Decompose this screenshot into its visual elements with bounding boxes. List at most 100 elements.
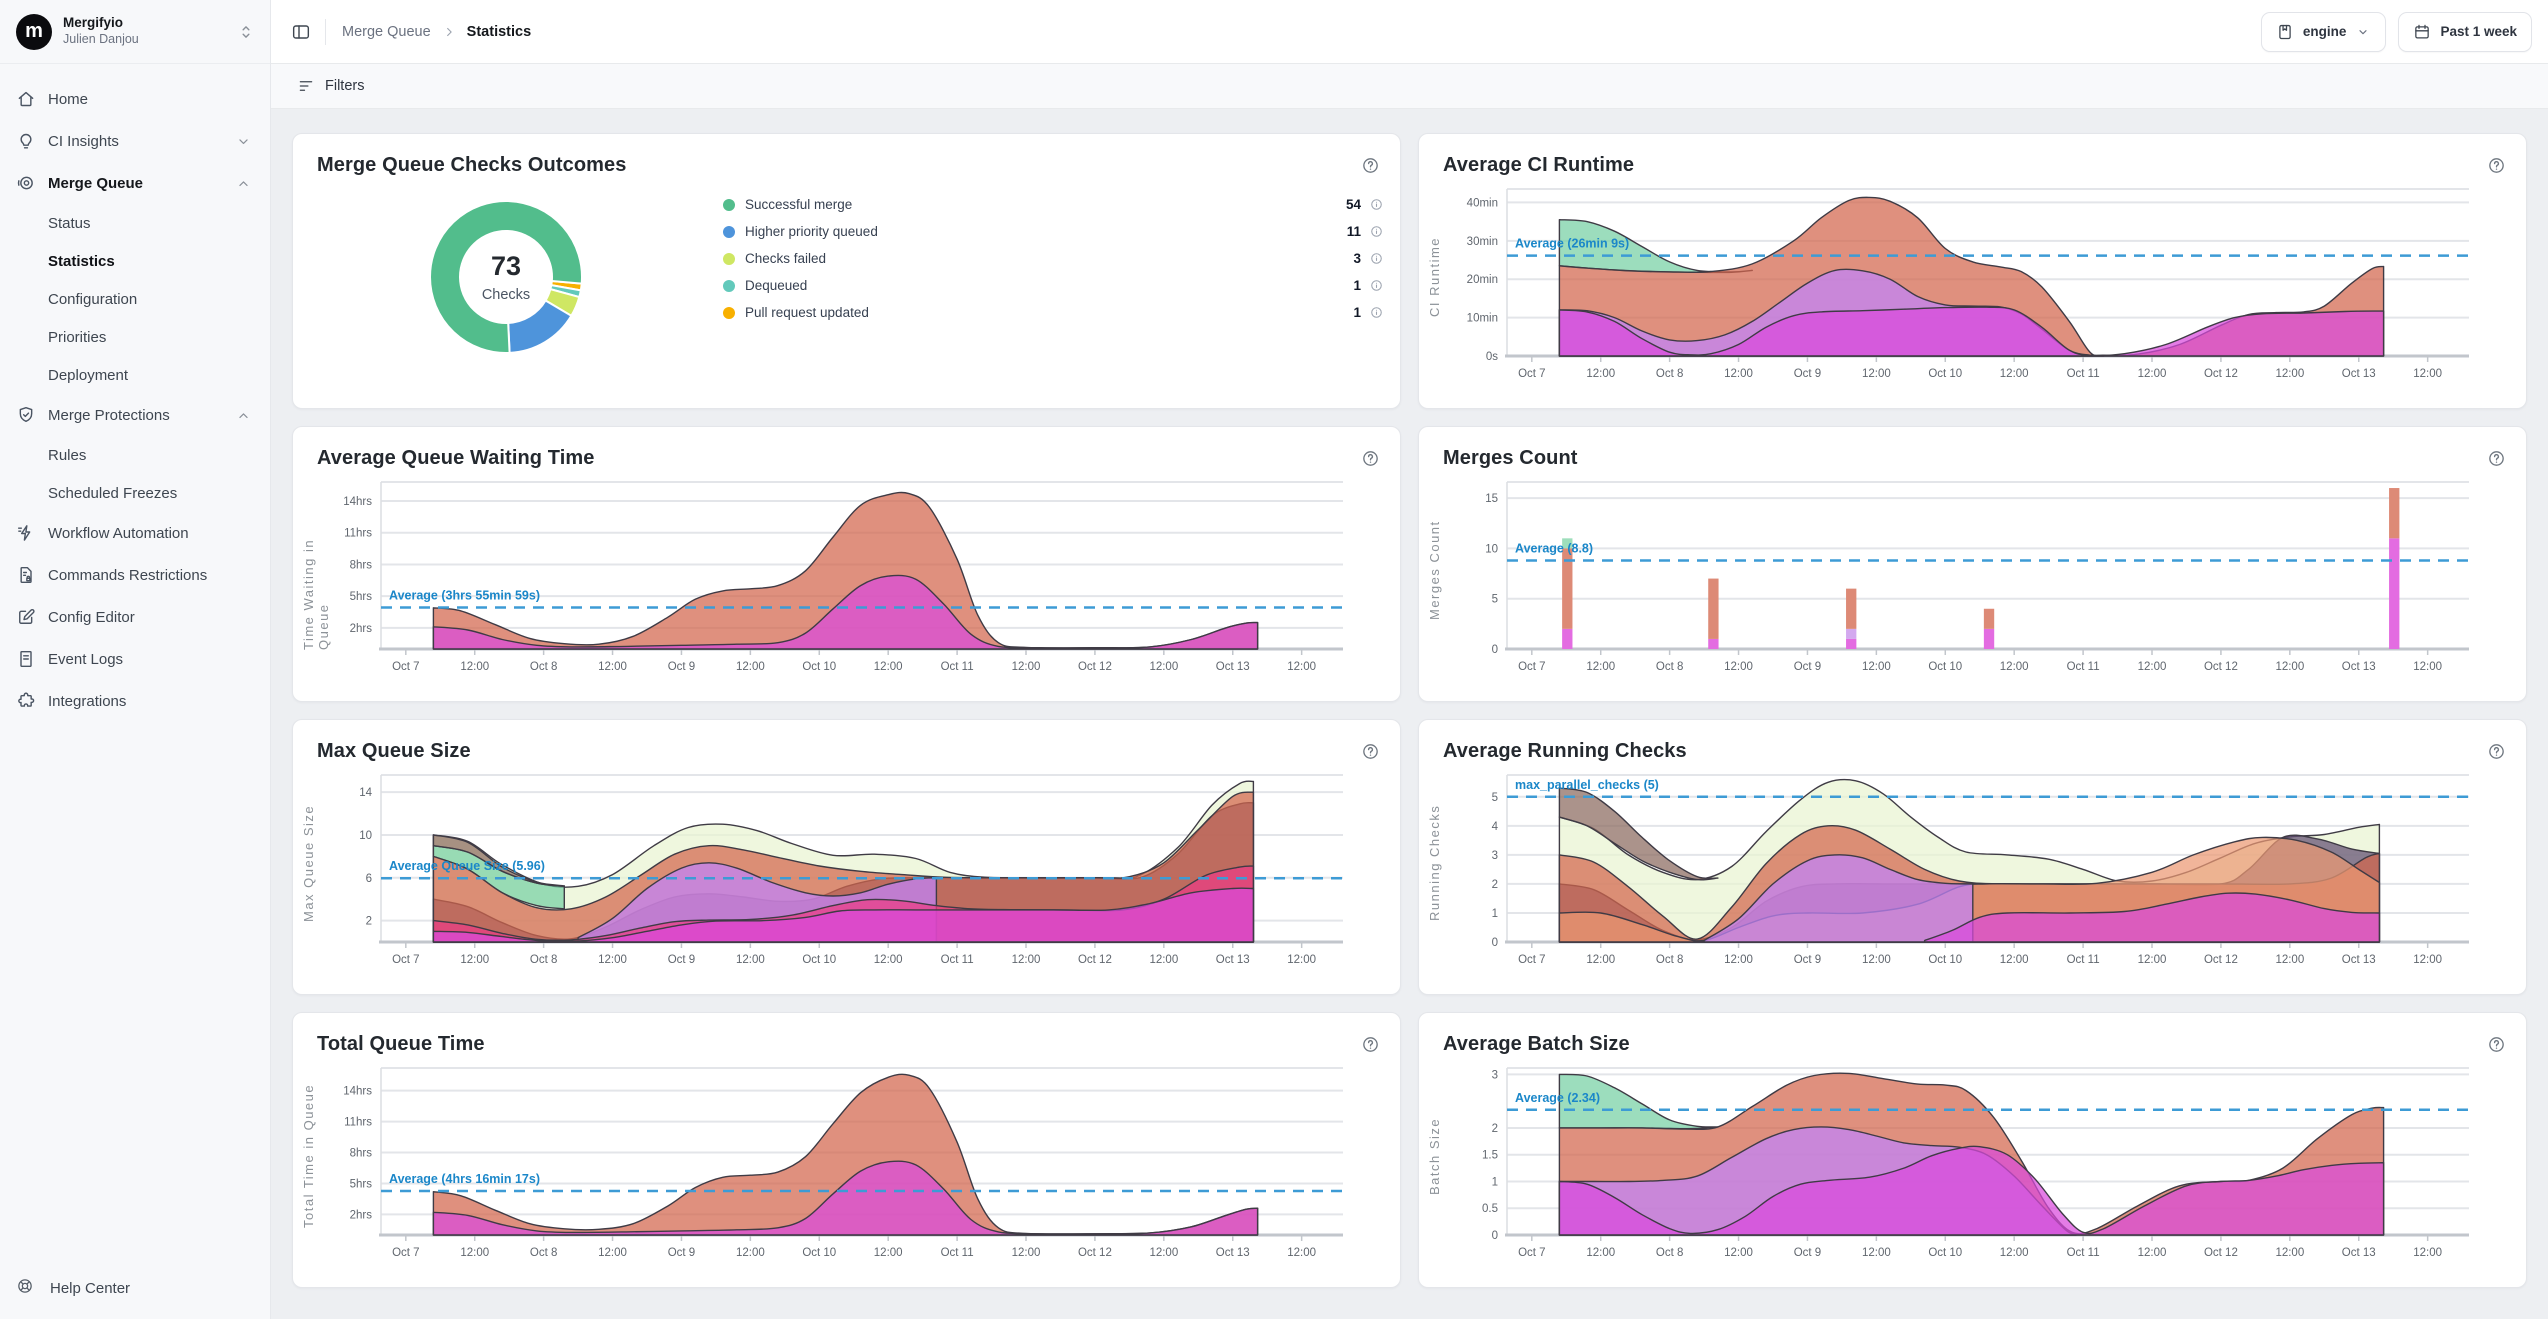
puzzle-icon — [16, 691, 36, 711]
question-icon[interactable] — [2487, 156, 2506, 175]
sidebar-item-rules[interactable]: Rules — [8, 436, 262, 474]
svg-text:20min: 20min — [1467, 274, 1498, 286]
legend-value: 3 — [1353, 251, 1361, 266]
sidebar-item-ci-insights[interactable]: CI Insights — [8, 120, 262, 162]
svg-text:Oct 7: Oct 7 — [392, 661, 419, 673]
sidebar-item-deployment[interactable]: Deployment — [8, 356, 262, 394]
svg-text:max_parallel_checks (5): max_parallel_checks (5) — [1515, 778, 1659, 792]
svg-text:12:00: 12:00 — [1012, 661, 1041, 673]
svg-text:Oct 13: Oct 13 — [1216, 954, 1250, 966]
sidebar-item-workflow-automation[interactable]: Workflow Automation — [8, 512, 262, 554]
svg-text:12:00: 12:00 — [2275, 368, 2304, 380]
svg-text:Oct 12: Oct 12 — [2204, 368, 2238, 380]
breadcrumb-section[interactable]: Merge Queue — [342, 24, 431, 40]
question-icon[interactable] — [1361, 156, 1380, 175]
svg-text:12:00: 12:00 — [1149, 1247, 1178, 1259]
svg-text:12:00: 12:00 — [874, 954, 903, 966]
svg-text:Oct 11: Oct 11 — [941, 954, 974, 966]
filters-button[interactable]: Filters — [325, 78, 364, 94]
legend-row-higher-priority-queued: Higher priority queued11 — [723, 218, 1384, 245]
info-icon[interactable] — [1369, 278, 1384, 293]
sidebar-item-label: Deployment — [48, 367, 252, 384]
info-icon[interactable] — [1369, 224, 1384, 239]
legend-label: Higher priority queued — [745, 224, 1347, 239]
svg-text:12:00: 12:00 — [2138, 368, 2167, 380]
svg-text:Oct 12: Oct 12 — [2204, 954, 2238, 966]
batch-size-chart: 00.511.523Oct 712:00Oct 812:00Oct 912:00… — [1437, 1058, 2477, 1263]
sidebar-item-config-editor[interactable]: Config Editor — [8, 596, 262, 638]
sidebar-item-merge-queue[interactable]: Merge Queue — [8, 162, 262, 204]
svg-text:10: 10 — [359, 830, 372, 842]
help-center-link[interactable]: Help Center — [16, 1277, 130, 1299]
question-icon[interactable] — [2487, 742, 2506, 761]
y-axis-label: Merges Count — [1427, 490, 1442, 650]
svg-text:Average Queue Size (5.96): Average Queue Size (5.96) — [389, 859, 545, 873]
sidebar-item-label: Priorities — [48, 329, 252, 346]
filters-bar: Filters — [271, 64, 2548, 109]
info-icon[interactable] — [1369, 251, 1384, 266]
question-icon[interactable] — [1361, 742, 1380, 761]
svg-text:Oct 8: Oct 8 — [530, 661, 557, 673]
question-icon[interactable] — [2487, 449, 2506, 468]
legend-value: 1 — [1353, 305, 1361, 320]
svg-text:8hrs: 8hrs — [350, 1148, 373, 1160]
svg-text:2hrs: 2hrs — [350, 1209, 373, 1221]
svg-text:Oct 7: Oct 7 — [1518, 1247, 1545, 1259]
legend-row-pull-request-updated: Pull request updated1 — [723, 299, 1384, 326]
card-title: Average Batch Size — [1443, 1033, 1630, 1056]
sidebar-item-configuration[interactable]: Configuration — [8, 280, 262, 318]
repository-select-value: engine — [2303, 24, 2347, 39]
svg-text:Oct 10: Oct 10 — [1928, 661, 1962, 673]
svg-text:Oct 8: Oct 8 — [1656, 368, 1683, 380]
workspace-switcher[interactable]: m Mergifyio Julien Danjou — [0, 0, 270, 64]
svg-text:Oct 11: Oct 11 — [941, 1247, 974, 1259]
svg-text:Average (2.34): Average (2.34) — [1515, 1091, 1600, 1105]
help-center-label: Help Center — [50, 1280, 130, 1297]
sidebar-item-statistics[interactable]: Statistics — [8, 242, 262, 280]
svg-text:6: 6 — [366, 873, 372, 885]
sidebar-item-home[interactable]: Home — [8, 78, 262, 120]
svg-text:12:00: 12:00 — [1586, 661, 1615, 673]
outcomes-legend: Successful merge54Higher priority queued… — [723, 191, 1384, 326]
sidebar-item-integrations[interactable]: Integrations — [8, 680, 262, 722]
legend-value: 1 — [1353, 278, 1361, 293]
repository-select[interactable]: engine — [2261, 12, 2387, 52]
date-range-button[interactable]: Past 1 week — [2398, 12, 2532, 52]
question-icon[interactable] — [1361, 449, 1380, 468]
card-title: Average Queue Waiting Time — [317, 447, 594, 470]
svg-text:12:00: 12:00 — [1149, 661, 1178, 673]
svg-text:0: 0 — [1492, 1230, 1498, 1242]
svg-text:12:00: 12:00 — [2000, 954, 2029, 966]
bulb-icon — [16, 131, 36, 151]
svg-text:12:00: 12:00 — [2413, 1247, 2442, 1259]
svg-text:Oct 13: Oct 13 — [1216, 1247, 1250, 1259]
sidebar-item-merge-protections[interactable]: Merge Protections — [8, 394, 262, 436]
info-icon[interactable] — [1369, 305, 1384, 320]
svg-text:Oct 12: Oct 12 — [2204, 1247, 2238, 1259]
sidebar-item-label: Merge Queue — [48, 175, 235, 192]
svg-text:14hrs: 14hrs — [343, 1086, 372, 1098]
sidebar-item-label: Commands Restrictions — [48, 567, 252, 584]
sidebar-item-status[interactable]: Status — [8, 204, 262, 242]
sidebar-toggle-icon[interactable] — [291, 22, 311, 42]
svg-text:Average (3hrs 55min 59s): Average (3hrs 55min 59s) — [389, 588, 540, 602]
card-title: Total Queue Time — [317, 1033, 485, 1056]
legend-dot — [723, 253, 735, 265]
workspace-selector-icon[interactable] — [236, 22, 256, 42]
svg-text:12:00: 12:00 — [598, 954, 627, 966]
question-icon[interactable] — [1361, 1035, 1380, 1054]
sidebar-item-event-logs[interactable]: Event Logs — [8, 638, 262, 680]
svg-text:Oct 10: Oct 10 — [1928, 368, 1962, 380]
svg-text:Oct 11: Oct 11 — [2067, 661, 2100, 673]
question-icon[interactable] — [2487, 1035, 2506, 1054]
sidebar-item-commands-restrictions[interactable]: Commands Restrictions — [8, 554, 262, 596]
calendar-icon — [2413, 23, 2431, 41]
svg-text:12:00: 12:00 — [1287, 954, 1316, 966]
svg-text:12:00: 12:00 — [1287, 1247, 1316, 1259]
svg-text:Oct 7: Oct 7 — [1518, 954, 1545, 966]
sidebar-item-priorities[interactable]: Priorities — [8, 318, 262, 356]
repository-icon — [2276, 23, 2294, 41]
donut-total-value: 73 — [491, 251, 521, 281]
sidebar-item-scheduled-freezes[interactable]: Scheduled Freezes — [8, 474, 262, 512]
info-icon[interactable] — [1369, 197, 1384, 212]
